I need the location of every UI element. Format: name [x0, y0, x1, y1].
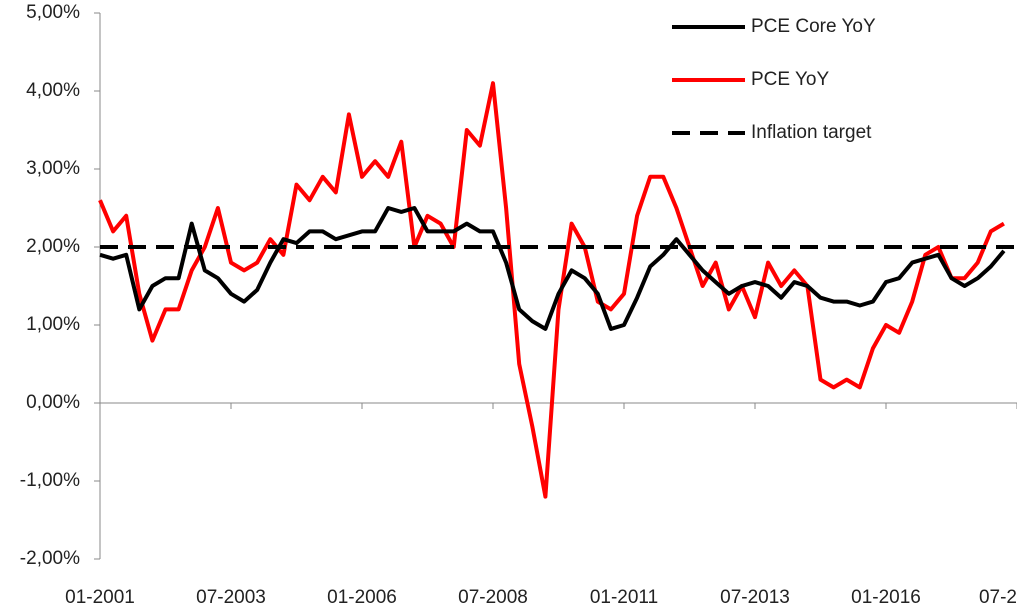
- y-tick-label: 2,00%: [26, 236, 80, 257]
- x-tick-label: 01-2011: [590, 587, 658, 608]
- x-tick-label: 01-2016: [851, 587, 921, 608]
- series-line: [99, 206, 1006, 331]
- x-tick-label: 07-2008: [458, 587, 528, 608]
- y-tick-label: 3,00%: [26, 158, 80, 179]
- y-tick-label: 4,00%: [26, 80, 80, 101]
- x-tick-label: 07-2003: [196, 587, 266, 608]
- x-tick-label: 07-2: [979, 587, 1017, 608]
- x-tick-label: 01-2001: [65, 587, 135, 608]
- legend-label: PCE YoY: [751, 69, 829, 90]
- legend-label: PCE Core YoY: [751, 16, 876, 37]
- series-line: [98, 81, 1005, 499]
- x-tick-label: 01-2006: [327, 587, 397, 608]
- y-tick-label: 5,00%: [26, 2, 80, 23]
- y-tick-label: 1,00%: [26, 314, 80, 335]
- y-tick-label: 0,00%: [26, 392, 80, 413]
- legend-label: Inflation target: [751, 122, 872, 143]
- y-tick-label: -2,00%: [20, 548, 80, 569]
- y-tick-label: -1,00%: [20, 470, 80, 491]
- x-tick-label: 07-2013: [720, 587, 790, 608]
